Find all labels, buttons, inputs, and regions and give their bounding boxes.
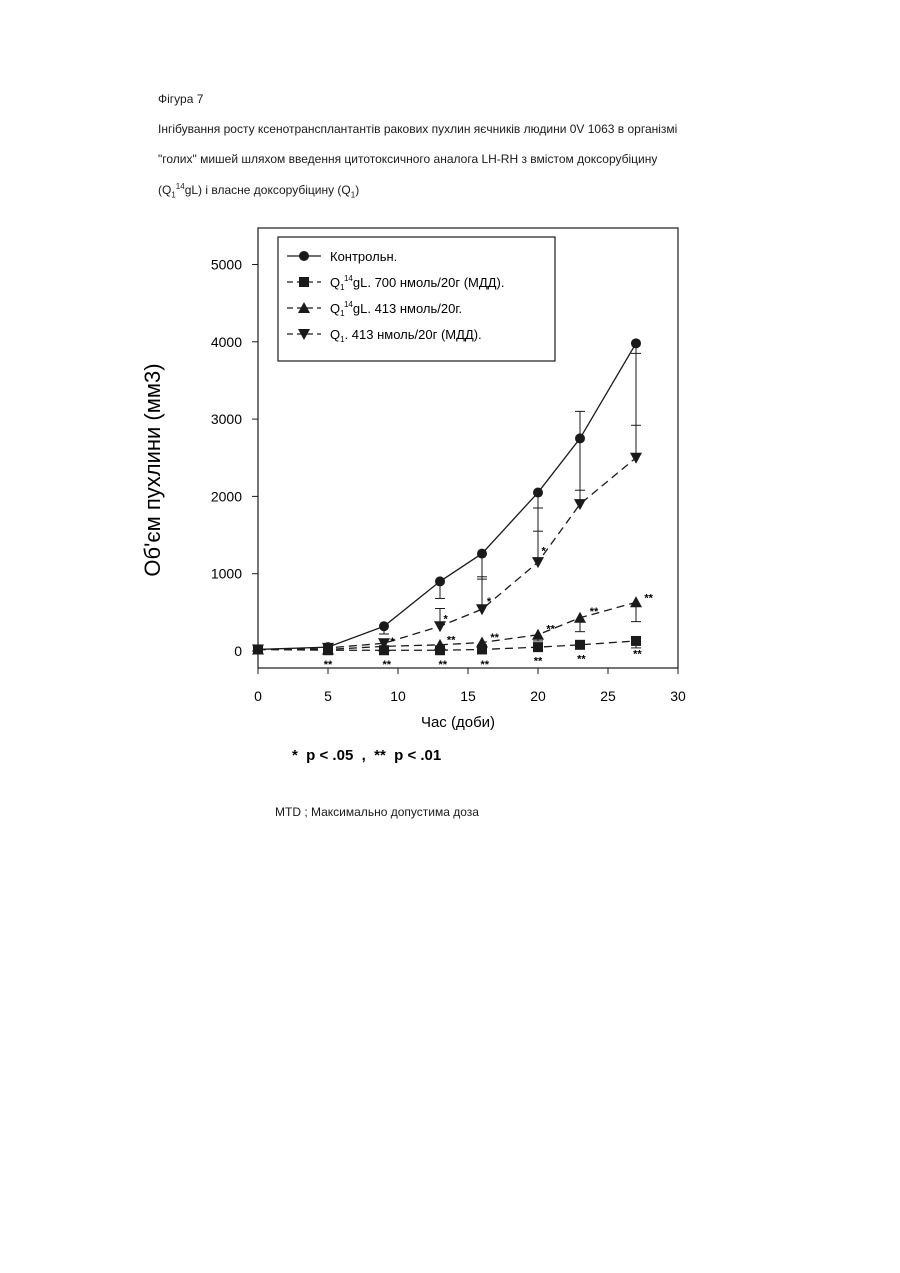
series-4 <box>252 353 642 655</box>
y-tick-label: 0 <box>234 643 242 659</box>
x-tick-label: 20 <box>530 688 546 704</box>
legend-label: Q114gL. 700 нмоль/20г (МДД). <box>330 274 504 292</box>
x-axis-label: Час (доби) <box>421 714 495 731</box>
significance-mark: ** <box>590 606 599 618</box>
significance-mark: * <box>443 614 448 626</box>
significance-mark: ** <box>447 634 456 646</box>
marker-triangle-down <box>532 557 544 568</box>
significance-note: * p < .05 , ** p < .01 <box>292 747 441 764</box>
marker-circle <box>477 549 487 559</box>
significance-mark: ** <box>324 659 333 671</box>
marker-triangle-down <box>574 499 586 510</box>
marker-triangle-up <box>532 629 544 640</box>
significance-mark: ** <box>439 659 448 671</box>
series-line <box>258 343 636 649</box>
x-tick-label: 30 <box>670 688 686 704</box>
significance-mark: ** <box>383 659 392 671</box>
x-tick-label: 15 <box>460 688 476 704</box>
significance-mark: ** <box>546 624 555 636</box>
x-tick-label: 25 <box>600 688 616 704</box>
marker-triangle-up <box>630 596 642 607</box>
y-tick-label: 1000 <box>211 566 242 582</box>
marker-square <box>299 277 309 287</box>
y-tick-label: 4000 <box>211 334 242 350</box>
significance-mark: ** <box>490 632 499 644</box>
y-tick-label: 5000 <box>211 257 242 273</box>
significance-mark: ** <box>644 593 653 605</box>
legend-label: Контрольн. <box>330 249 397 264</box>
marker-circle <box>299 251 309 261</box>
x-tick-label: 10 <box>390 688 406 704</box>
marker-square <box>533 642 543 652</box>
series-1 <box>253 338 641 654</box>
tumor-volume-chart: 051015202530010002000300040005000 ******… <box>0 0 900 800</box>
y-tick-label: 2000 <box>211 488 242 504</box>
y-axis-label: Об'єм пухлини (мм3) <box>140 363 165 576</box>
y-tick-label: 3000 <box>211 411 242 427</box>
significance-mark: ** <box>534 655 543 667</box>
marker-circle <box>379 621 389 631</box>
significance-mark: * <box>487 596 492 608</box>
marker-circle <box>435 576 445 586</box>
marker-square <box>631 636 641 646</box>
x-tick-label: 0 <box>254 688 262 704</box>
significance-mark: * <box>541 546 546 558</box>
significance-mark: ** <box>633 648 642 660</box>
footnote: MTD ; Максимально допустима доза <box>275 805 479 819</box>
marker-triangle-down <box>630 453 642 464</box>
legend-label: Q1. 413 нмоль/20г (МДД). <box>330 327 482 344</box>
marker-circle <box>631 338 641 348</box>
x-tick-label: 5 <box>324 688 332 704</box>
significance-mark: * <box>390 636 395 648</box>
marker-circle <box>533 488 543 498</box>
marker-square <box>575 640 585 650</box>
significance-mark: ** <box>481 659 490 671</box>
significance-mark: ** <box>577 654 586 666</box>
